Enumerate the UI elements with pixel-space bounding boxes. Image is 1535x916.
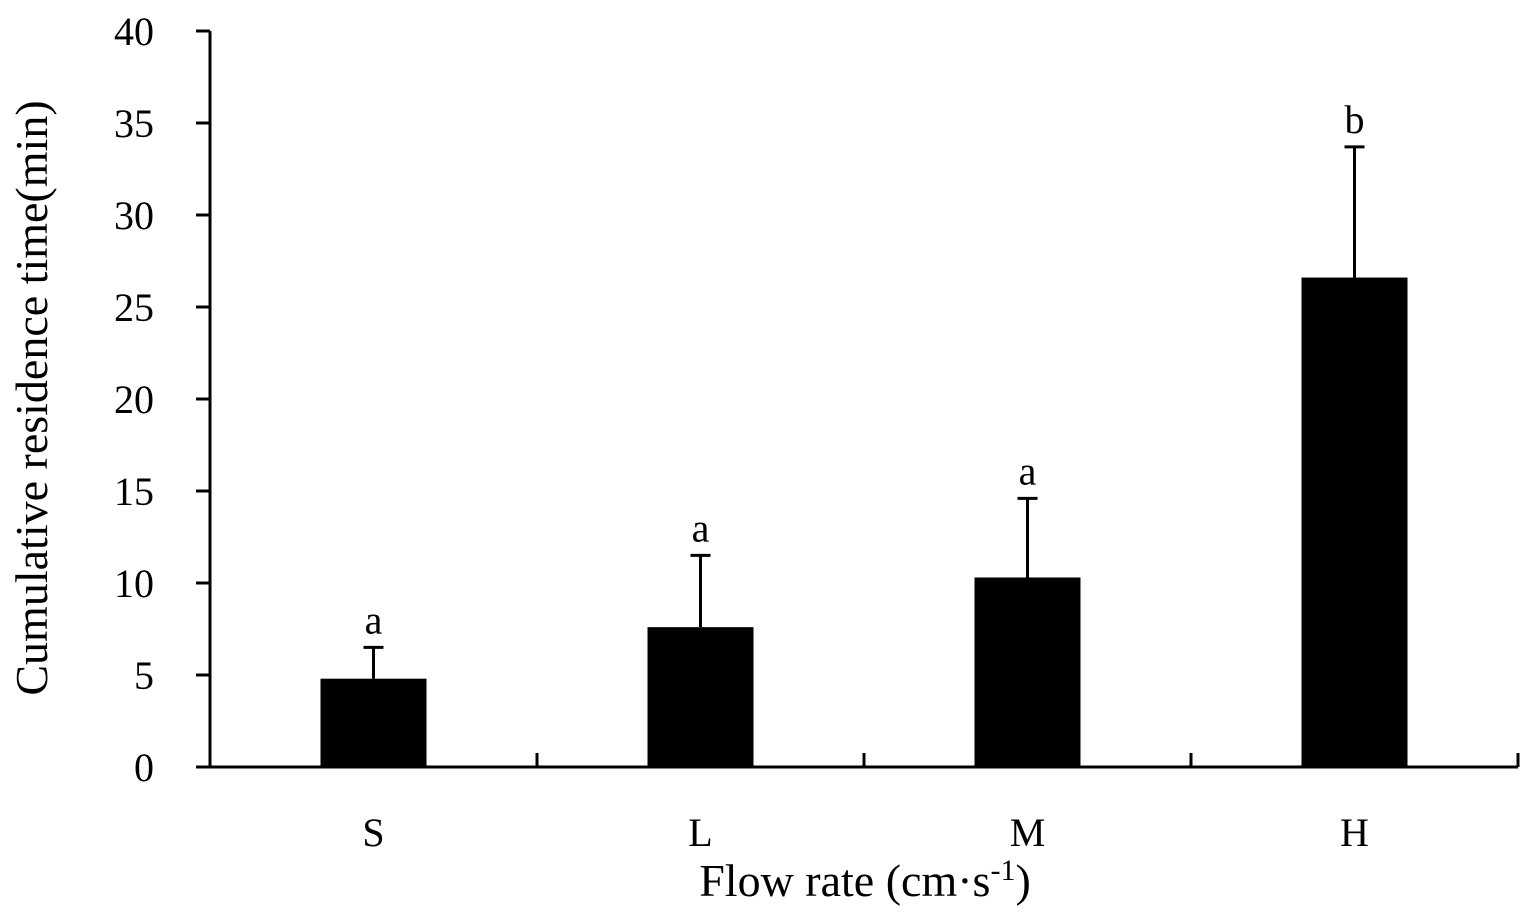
significance-label-M: a [1019,448,1037,493]
x-category-label-H: H [1340,810,1369,855]
y-axis-title: Cumulative residence time(min) [6,100,57,695]
x-category-label-L: L [688,810,712,855]
x-axis-ticks [535,753,1520,767]
y-tick-label: 30 [114,193,154,238]
significance-label-S: a [365,597,383,642]
significance-label-L: a [692,505,710,550]
y-tick-label: 25 [114,285,154,330]
y-tick-label: 35 [114,101,154,146]
significance-label-H: b [1345,97,1365,142]
bar-S [320,678,427,767]
y-tick-label: 40 [114,9,154,54]
x-axis-title-end: ) [1015,855,1030,906]
bars [320,277,1408,767]
x-axis-title-superscript: -1 [990,854,1015,887]
x-axis-title-main: Flow rate (cm·s [699,855,990,906]
bar-M [974,577,1081,767]
y-tick-label: 10 [114,561,154,606]
x-axis-title: Flow rate (cm·s-1) [699,854,1031,906]
y-axis-ticks: 0 5 10 15 20 25 30 35 40 [114,9,210,790]
bar-L [647,627,754,767]
x-category-label-S: S [362,810,384,855]
y-tick-label: 5 [134,653,154,698]
y-tick-label: 15 [114,469,154,514]
y-tick-label: 20 [114,377,154,422]
significance-labels: a a a b [365,97,1365,642]
error-bars [363,145,1365,679]
x-category-label-M: M [1010,810,1046,855]
y-tick-label: 0 [134,745,154,790]
bar-H [1301,277,1408,767]
